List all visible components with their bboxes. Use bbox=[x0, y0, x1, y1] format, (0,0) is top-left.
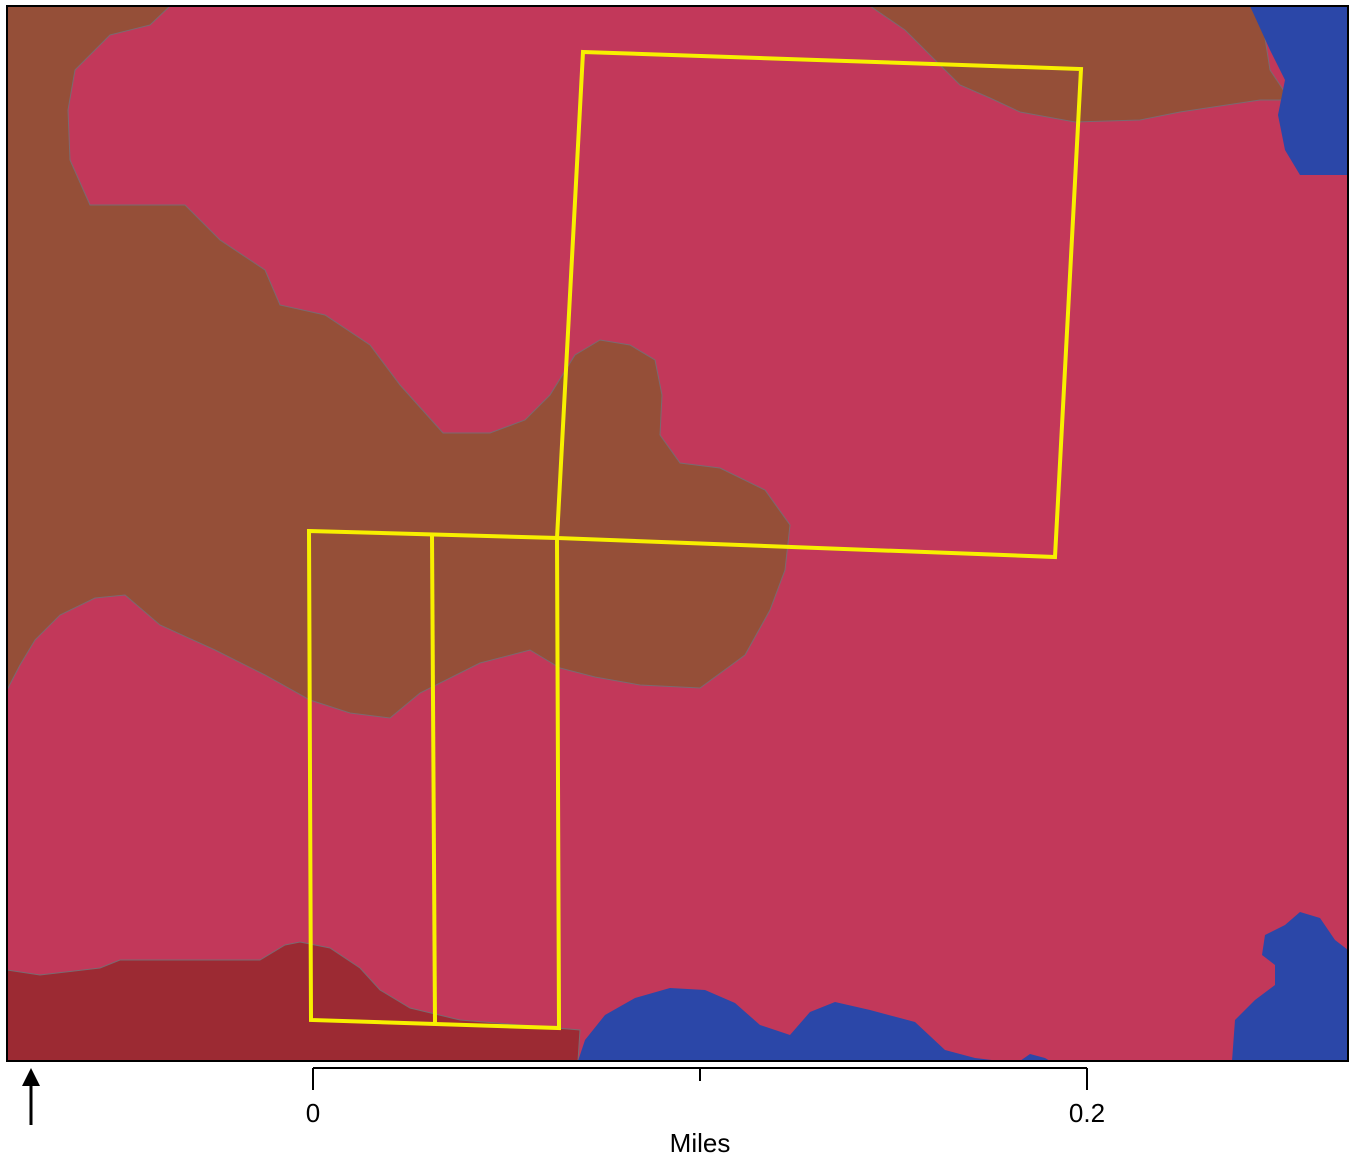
scale-tick-label-0: 0 bbox=[306, 1098, 320, 1128]
water-body-bottom-small bbox=[1020, 1054, 1050, 1061]
parcel-large[interactable] bbox=[554, 49, 1084, 560]
scale-bar: 0 0.2 Miles bbox=[306, 1067, 1105, 1158]
water-body-top-right bbox=[1250, 6, 1348, 175]
north-arrow-icon bbox=[22, 1068, 40, 1125]
dark-red-soil-unit bbox=[7, 941, 581, 1061]
water-body-bottom bbox=[578, 988, 1000, 1061]
scale-unit-label: Miles bbox=[670, 1128, 731, 1158]
map-frame bbox=[6, 5, 1349, 1062]
scale-tick-label-0.2: 0.2 bbox=[1069, 1098, 1105, 1128]
parcel-lower-left[interactable] bbox=[306, 528, 562, 1031]
water-body-bottom-right bbox=[1232, 912, 1348, 1061]
parcel-outlines bbox=[306, 49, 1084, 1031]
parcel-divider bbox=[430, 534, 437, 1025]
